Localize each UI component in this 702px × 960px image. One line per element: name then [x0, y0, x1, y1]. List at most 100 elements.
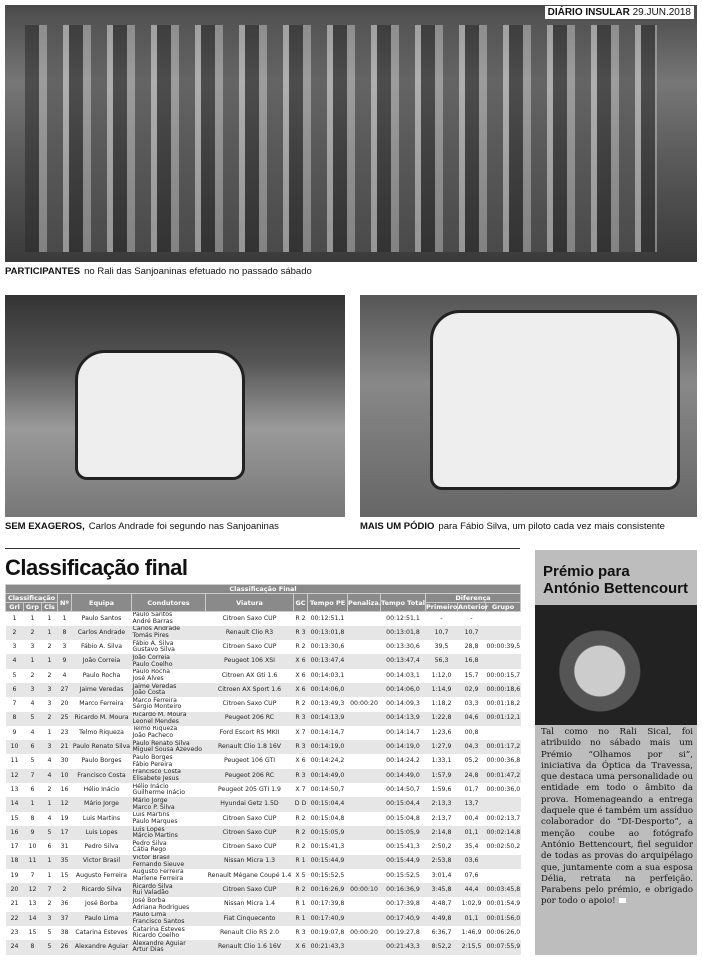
header-n: Nº: [57, 593, 72, 612]
table-row: 19 7 1 15 Augusto Ferreira Augusto Ferreira Ma…: [6, 869, 521, 883]
cell-grupo: 00:00:15,7: [486, 671, 521, 679]
header-grupo: Grupo: [484, 602, 522, 612]
masthead: DIÁRIO INSULAR 29.JUN.2018: [544, 6, 694, 19]
cell-anterior: 04,6: [457, 711, 486, 726]
cell-cls: 2: [47, 785, 52, 793]
cell-tempo-total: 00:16:36,9: [380, 883, 426, 898]
cell-tempo-pe: 00:13:30,6: [310, 642, 345, 650]
cell-grupo: [485, 654, 521, 669]
cell-viatura: Citroen AX Sport 1.6: [205, 682, 294, 698]
cell-condutores: Mário Jorge Marco P. Silva: [131, 797, 206, 812]
cell-condutores: Paulo Borges Fábio Pereira: [132, 754, 206, 768]
header-primeiro: Primeiro: [425, 602, 458, 612]
driver-name: Jaime Veredas: [132, 682, 177, 690]
cell-numero: 1: [62, 614, 67, 622]
driver-name: Leonel Mendes: [132, 717, 179, 725]
cell-tempo-pe: 00:15:52,5: [310, 871, 345, 879]
cell-numero: 19: [60, 814, 69, 822]
cell-gc: R 1: [295, 900, 306, 908]
cell-anterior: 24,8: [457, 768, 486, 784]
cell-anterior: 01,7: [464, 785, 479, 793]
header-viatura: Viatura: [205, 593, 294, 612]
cell-penaliza: [347, 711, 381, 726]
cell-cls: 4: [47, 814, 52, 822]
cell-cls: 5: [41, 940, 58, 955]
cell-primeiro: 8:52,2: [425, 940, 458, 955]
cell-viatura: Nissan Micra 1.4: [223, 900, 276, 908]
cell-anterior: 01,1: [457, 911, 486, 927]
cell-tempo-total: 00:14:19,0: [380, 740, 426, 755]
cell-viatura: Nissan Micra 1.3: [205, 854, 294, 869]
cell-grupo: 00:02:13,7: [486, 814, 521, 822]
cell-tempo-pe: 00:19:07,8: [310, 928, 345, 936]
cell-tempo-total: 00:13:30,6: [386, 642, 420, 650]
cell-condutores: Ricardo Silva Rui Valadão: [131, 883, 206, 898]
header-anterior: Anterior: [457, 602, 489, 612]
cell-condutores: Paulo Lima Francisco Santos: [131, 911, 206, 927]
cell-grp: 10: [28, 843, 37, 851]
cell-viatura: Peugeot 206 RC: [205, 711, 294, 726]
cell-gc: R 1: [293, 911, 308, 927]
cell-grl: 22: [5, 911, 24, 927]
caption-text: para Fábio Silva, um piloto cada vez mai…: [438, 521, 665, 532]
cell-tempo-total: 00:14:49,0: [380, 768, 426, 784]
cell-numero: 37: [57, 911, 72, 927]
cell-grl: 3: [12, 642, 17, 650]
section-title: Classificação final: [5, 555, 188, 580]
cell-tempo-total: 00:12:51,1: [386, 614, 420, 622]
cell-grupo: 00:01:47,2: [485, 768, 521, 784]
cell-tempo-total: 00:17:39,8: [386, 900, 420, 908]
cell-primeiro: 56,3: [425, 654, 458, 669]
cell-grp: 3: [23, 682, 42, 698]
cell-grupo: [485, 625, 521, 641]
table-row: 18 11 1 35 Victor Brasil Victor Brasil Fernand…: [5, 854, 521, 869]
table-row: 1 1 1 1 Paulo Santos Paulo Santos André Barras…: [6, 612, 521, 626]
cell-cls: 5: [41, 825, 58, 841]
cell-viatura: Citroen Saxo CUP: [222, 614, 277, 622]
cell-cls: 1: [47, 728, 52, 736]
cell-penaliza: [348, 812, 381, 826]
driver-name: Marco Ferreira: [132, 697, 177, 704]
driver-name: João Pacheco: [132, 732, 174, 740]
driver-name: José Borba: [132, 897, 166, 904]
cell-condutores: Carlos Andrade Tomás Pires: [131, 625, 206, 641]
cell-primeiro: 1:33,1: [431, 757, 452, 765]
cell-penaliza: [348, 754, 381, 768]
cell-condutores: Jaime Veredas João Costa: [131, 682, 206, 698]
cell-tempo-pe: 00:13:01,8: [307, 625, 348, 641]
cell-anterior: 03,6: [457, 854, 486, 869]
table-row: 3 3 2 3 Fábio A. Silva Fábio A. Silva Gustavo …: [6, 640, 521, 654]
table-row: 4 1 1 9 João Correia João Correia Paulo Coelho…: [5, 654, 521, 669]
driver-name: Cátia Rego: [132, 846, 167, 854]
cell-numero: 20: [60, 700, 69, 708]
driver-name: Catarina Esteves: [132, 926, 185, 933]
cell-viatura: Hyundai Getz 1.5D: [205, 797, 294, 812]
cell-gc: R 3: [293, 711, 308, 726]
driver-name: Alexandre Aguiar: [132, 940, 186, 947]
cell-tempo-total: 00:14:13,9: [380, 711, 426, 726]
cell-grl: 19: [10, 871, 19, 879]
cell-equipa: Ricardo Silva: [71, 883, 132, 898]
cell-equipa: Fábio A. Silva: [80, 642, 123, 650]
table-row: 21 13 2 36 José Borba José Borba Adriana Rodri…: [6, 897, 521, 911]
cell-viatura: Fiat Cinquecento: [205, 911, 294, 927]
driver-name: Francisco Costa: [132, 768, 181, 776]
cell-grupo: 00:02:14,8: [485, 825, 521, 841]
cell-equipa: Ricardo M. Moura: [71, 711, 132, 726]
cell-cls: 1: [41, 625, 58, 641]
cell-equipa: Pedro Silva: [84, 843, 119, 851]
cell-primeiro: 1:59,6: [431, 785, 452, 793]
cell-viatura: Ford Escort RS MKII: [219, 728, 280, 736]
cell-cls: 2: [41, 711, 58, 726]
cell-gc: R 2: [293, 883, 308, 898]
driver-name: Elisabete Jesus: [132, 774, 179, 782]
cell-condutores: Paulo Santos André Barras: [132, 612, 206, 626]
cell-viatura: Renault Clio RS 2.0: [219, 928, 280, 936]
cell-tempo-pe: 00:15:41,3: [310, 843, 345, 851]
cell-tempo-pe: 00:14:19,0: [307, 740, 348, 755]
cell-tempo-total: 00:14:14,7: [386, 728, 420, 736]
driver-name: Pedro Silva: [132, 840, 167, 847]
cell-cls: 1: [47, 614, 52, 622]
cell-penaliza: [347, 854, 381, 869]
cell-cls: 1: [41, 654, 58, 669]
